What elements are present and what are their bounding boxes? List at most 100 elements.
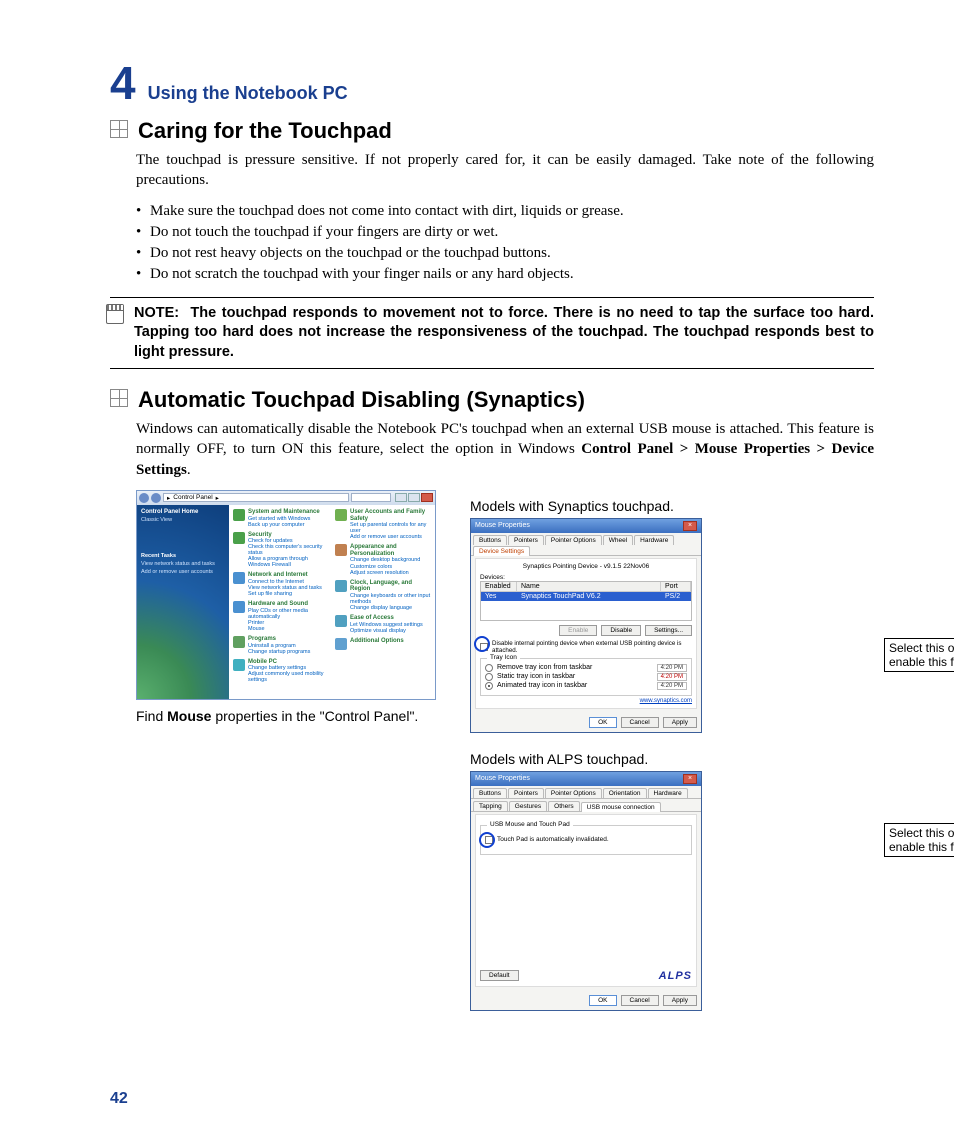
cp-item-users[interactable]: User Accounts and Family SafetySet up pa… — [335, 509, 431, 540]
close-button[interactable]: × — [683, 774, 697, 784]
close-button[interactable] — [421, 493, 433, 502]
cp-item-hardware[interactable]: Hardware and SoundPlay CDs or other medi… — [233, 601, 329, 632]
tab-usb-mouse[interactable]: USB mouse connection — [581, 802, 661, 812]
synaptics-link[interactable]: www.synaptics.com — [480, 698, 692, 704]
devices-table: Enabled Name Port Yes Synaptics TouchPad… — [480, 581, 692, 621]
device-row[interactable]: Yes Synaptics TouchPad V6.2 PS/2 — [481, 592, 691, 601]
tab-hardware[interactable]: Hardware — [634, 535, 674, 545]
list-item: Make sure the touchpad does not come int… — [136, 201, 874, 222]
enable-button[interactable]: Enable — [559, 625, 597, 636]
tray-opt-remove[interactable] — [485, 664, 493, 672]
back-button[interactable] — [139, 493, 149, 503]
cp-item-title: User Accounts and Family Safety — [350, 509, 425, 522]
disable-button[interactable]: Disable — [601, 625, 641, 636]
cancel-button[interactable]: Cancel — [621, 717, 659, 728]
section1-heading: Caring for the Touchpad — [138, 118, 392, 144]
tab-pointers[interactable]: Pointers — [508, 788, 544, 798]
cp-cap-b: Mouse — [167, 708, 211, 724]
laptop-icon — [233, 659, 245, 671]
cell-name: Synaptics TouchPad V6.2 — [517, 592, 661, 601]
cp-side-header[interactable]: Control Panel Home — [141, 509, 225, 515]
tab-wheel[interactable]: Wheel — [603, 535, 633, 545]
ease-icon — [335, 615, 347, 627]
col-enabled: Enabled — [481, 582, 517, 591]
ok-button[interactable]: OK — [589, 717, 616, 728]
tab-pointer-options[interactable]: Pointer Options — [545, 535, 602, 545]
tab-tapping[interactable]: Tapping — [473, 801, 508, 811]
settings-button[interactable]: Settings... — [645, 625, 692, 636]
tab-orientation[interactable]: Orientation — [603, 788, 647, 798]
section2-heading: Automatic Touchpad Disabling (Synaptics) — [138, 387, 585, 413]
section2-intro: Windows can automatically disable the No… — [136, 419, 874, 480]
tab-device-settings[interactable]: Device Settings — [473, 546, 530, 556]
control-panel-column: ▸ Control Panel ▸ Control Panel Home Cla… — [136, 490, 446, 1011]
control-panel-window: ▸ Control Panel ▸ Control Panel Home Cla… — [136, 490, 436, 700]
mp-content: USB Mouse and Touch Pad Touch Pad is aut… — [475, 814, 697, 987]
mp-content: Synaptics Pointing Device - v9.1.5 22Nov… — [475, 558, 697, 709]
cp-item-security[interactable]: SecurityCheck for updates Check this com… — [233, 532, 329, 569]
cp-item-title: Clock, Language, and Region — [350, 580, 412, 593]
cp-item-network[interactable]: Network and InternetConnect to the Inter… — [233, 572, 329, 597]
maximize-button[interactable] — [408, 493, 420, 502]
minimize-button[interactable] — [395, 493, 407, 502]
cp-item-mobile[interactable]: Mobile PCChange battery settings Adjust … — [233, 659, 329, 684]
col-name: Name — [517, 582, 661, 591]
usb-mouse-group: USB Mouse and Touch Pad Touch Pad is aut… — [480, 825, 692, 855]
time-preview: 4:20 PM — [657, 673, 687, 681]
cd-icon — [233, 636, 245, 648]
cp-item-title: Programs — [248, 636, 276, 642]
note-label: NOTE: — [134, 305, 179, 321]
cp-task[interactable]: View network status and tasks — [141, 561, 225, 567]
shield-icon — [233, 509, 245, 521]
cp-item-additional[interactable]: Additional Options — [335, 638, 431, 650]
ok-button[interactable]: OK — [589, 995, 616, 1006]
globe-icon — [233, 572, 245, 584]
cp-item-sub: Play CDs or other media automatically Pr… — [248, 608, 329, 632]
cp-item-clock[interactable]: Clock, Language, and RegionChange keyboa… — [335, 580, 431, 611]
search-box[interactable] — [351, 493, 391, 502]
section-caring: Caring for the Touchpad — [110, 118, 874, 144]
time-preview: 4:20 PM — [657, 682, 687, 690]
mp-titlebar: Mouse Properties × — [471, 519, 701, 533]
cp-item-title: Hardware and Sound — [248, 601, 308, 607]
close-button[interactable]: × — [683, 521, 697, 531]
tab-pointers[interactable]: Pointers — [508, 535, 544, 545]
tab-pointer-options[interactable]: Pointer Options — [545, 788, 602, 798]
mp-footer: OK Cancel Apply — [471, 991, 701, 1010]
touchpad-icon — [110, 120, 128, 138]
synaptics-window: Mouse Properties × Buttons Pointers Poin… — [470, 518, 702, 733]
cp-item-sub: Uninstall a program Change startup progr… — [248, 643, 310, 655]
cp-item-title: Appearance and Personalization — [350, 544, 397, 557]
tab-buttons[interactable]: Buttons — [473, 788, 507, 798]
apply-button[interactable]: Apply — [663, 995, 697, 1006]
tab-buttons[interactable]: Buttons — [473, 535, 507, 545]
callout-synaptics: Select this option to enable this featur… — [884, 638, 954, 672]
tab-hardware[interactable]: Hardware — [648, 788, 688, 798]
cp-item-appearance[interactable]: Appearance and PersonalizationChange des… — [335, 544, 431, 575]
page-number: 42 — [110, 1090, 128, 1108]
cp-item-system[interactable]: System and MaintenanceGet started with W… — [233, 509, 329, 528]
tray-opt-label: Remove tray icon from taskbar — [497, 664, 592, 671]
addr-text: Control Panel — [173, 494, 212, 501]
tray-opt-static[interactable] — [485, 673, 493, 681]
default-button[interactable]: Default — [480, 970, 519, 981]
tab-gestures[interactable]: Gestures — [509, 801, 547, 811]
cancel-button[interactable]: Cancel — [621, 995, 659, 1006]
cp-item-ease[interactable]: Ease of AccessLet Windows suggest settin… — [335, 615, 431, 634]
cp-item-title: Ease of Access — [350, 615, 394, 621]
synaptics-caption: Models with Synaptics touchpad. — [470, 498, 874, 514]
note-block: NOTE: The touchpad responds to movement … — [110, 297, 874, 370]
cp-item-title: Security — [248, 532, 272, 538]
note-body: The touchpad responds to movement not to… — [134, 305, 874, 360]
chapter-title: Using the Notebook PC — [148, 83, 348, 104]
forward-button[interactable] — [151, 493, 161, 503]
cp-item-programs[interactable]: ProgramsUninstall a program Change start… — [233, 636, 329, 655]
tray-opt-animated[interactable] — [485, 682, 493, 690]
address-bar[interactable]: ▸ Control Panel ▸ — [163, 493, 349, 502]
cp-task[interactable]: Add or remove user accounts — [141, 569, 225, 575]
monitor-icon — [335, 544, 347, 556]
cp-cap-a: Find — [136, 708, 167, 724]
tab-others[interactable]: Others — [548, 801, 580, 811]
apply-button[interactable]: Apply — [663, 717, 697, 728]
tray-opt-label: Animated tray icon in taskbar — [497, 682, 587, 689]
